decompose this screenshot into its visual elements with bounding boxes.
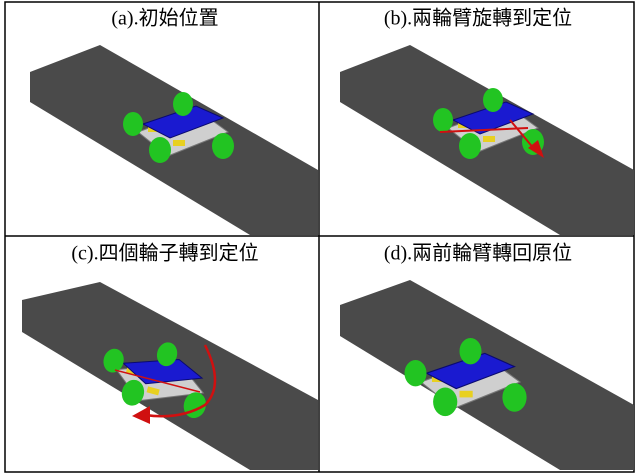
figure: (a).初始位置 (b).兩輪臂旋轉到定位 (c).四個輪子轉到定位 (d).兩… [0, 0, 639, 475]
panel-caption: (d).兩前輪臂轉回原位 [384, 242, 572, 265]
panel-caption: (b).兩輪臂旋轉到定位 [384, 7, 572, 30]
arrow-head [132, 406, 150, 424]
panel-caption: (a).初始位置 [111, 7, 218, 30]
panel-caption: (c).四個輪子轉到定位 [71, 242, 258, 265]
